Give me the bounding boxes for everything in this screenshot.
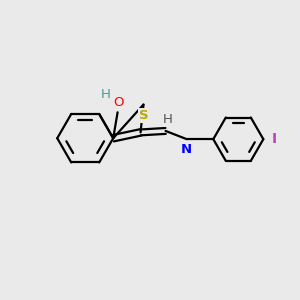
Text: H: H: [163, 113, 173, 126]
Text: O: O: [113, 95, 124, 109]
Text: H: H: [100, 88, 110, 101]
Text: S: S: [139, 109, 149, 122]
Text: N: N: [181, 143, 192, 156]
Text: I: I: [272, 132, 277, 146]
